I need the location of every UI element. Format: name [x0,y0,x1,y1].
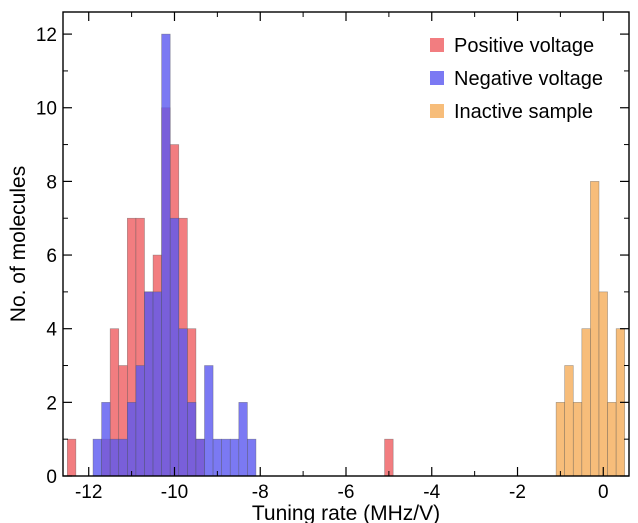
x-tick-label: -4 [423,482,440,503]
bar-inactive-sample-6 [607,402,617,477]
bar-inactive-sample-3 [581,328,591,477]
bar-negative-voltage-9 [169,217,180,477]
bar-inactive-sample-0 [555,402,565,477]
legend-label: Positive voltage [454,35,594,57]
bar-negative-voltage-16 [229,438,240,477]
legend-swatch [430,104,444,118]
legend-swatch [430,71,444,85]
y-tick-labels: 0 2 4 6 8 10 12 [36,25,58,488]
histogram-bars [66,33,626,477]
y-axis-label: No. of molecules [7,166,30,322]
legend-item-positive-voltage: Positive voltage [430,35,594,57]
x-tick-label: -10 [161,482,188,503]
bar-negative-voltage-13 [204,365,214,477]
x-tick-label: -2 [509,482,526,503]
series-negative-voltage [92,33,257,477]
bar-negative-voltage-10 [178,328,188,477]
bar-negative-voltage-8 [161,33,171,477]
bar-negative-voltage-18 [247,438,257,477]
x-tick-label: 0 [598,482,609,503]
bar-negative-voltage-12 [195,438,205,477]
x-tick-label: -6 [338,482,355,503]
bar-negative-voltage-17 [238,402,248,477]
y-tick-label: 0 [46,467,57,488]
bar-negative-voltage-5 [135,365,145,477]
bar-inactive-sample-2 [572,402,583,477]
legend-label: Negative voltage [454,68,603,90]
x-tick-label: -12 [75,482,102,503]
y-tick-label: 2 [46,393,57,414]
bar-negative-voltage-6 [144,291,154,477]
x-tick-labels: -12 -10 -8 -6 -4 -2 0 [75,482,609,503]
x-tick-label: -8 [252,482,269,503]
y-tick-label: 8 [46,172,57,193]
series-inactive-sample [555,181,626,477]
bar-negative-voltage-11 [187,402,197,477]
bar-positive-voltage-13 [384,438,394,477]
bar-inactive-sample-4 [590,181,600,477]
legend-item-inactive-sample: Inactive sample [430,101,593,123]
bar-negative-voltage-7 [152,291,162,477]
y-tick-label: 6 [46,246,57,267]
x-axis-label: Tuning rate (MHz/V) [252,502,440,523]
bar-inactive-sample-5 [598,291,608,477]
bar-negative-voltage-14 [212,438,222,477]
legend-swatch [430,38,444,52]
bar-negative-voltage-3 [118,438,128,477]
bar-positive-voltage-0 [66,438,77,477]
bar-negative-voltage-4 [127,402,137,477]
y-tick-label: 10 [36,99,57,120]
bar-negative-voltage-15 [221,438,231,477]
legend: Positive voltage Negative voltage Inactive… [430,35,603,123]
bar-inactive-sample-1 [564,365,574,477]
bar-negative-voltage-2 [109,438,120,477]
bar-negative-voltage-0 [92,438,102,477]
y-tick-label: 12 [36,25,57,46]
legend-label: Inactive sample [454,101,593,123]
axis-ticks [63,12,629,477]
bar-negative-voltage-1 [101,402,111,477]
y-tick-label: 4 [46,320,57,341]
legend-item-negative-voltage: Negative voltage [430,68,603,90]
series-positive-voltage [66,107,394,477]
